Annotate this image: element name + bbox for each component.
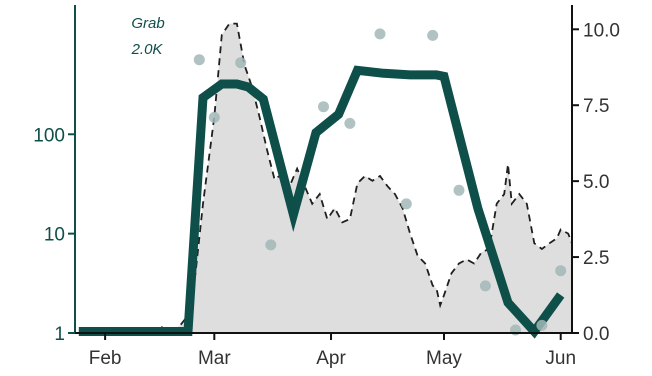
x-tick-label: Mar (198, 348, 231, 369)
scatter-point-6 (344, 117, 356, 129)
scatter-point-2 (208, 111, 220, 123)
scatter-point-13 (536, 319, 548, 331)
series-area-fill (78, 23, 573, 333)
ticks-layer: 1 10 100 0.0 2.5 5.0 7.5 10.0 Feb Mar Apr May Jun (33, 20, 620, 369)
scatter-point-9 (427, 29, 439, 41)
scatter-point-5 (318, 101, 329, 113)
scatter-point-10 (453, 184, 465, 196)
right-tick-label: 5.0 (583, 172, 609, 193)
left-tick-label: 10 (44, 225, 65, 246)
left-tick-label: 100 (33, 125, 65, 146)
x-tick-label: Apr (316, 348, 346, 369)
scatter-point-1 (193, 54, 205, 66)
scatter-point-3 (235, 57, 247, 69)
left-tick-label: 1 (54, 324, 65, 345)
scatter-point-7 (374, 28, 386, 40)
line-layer (78, 65, 565, 339)
scatter-point-14 (555, 265, 567, 277)
series-line (78, 65, 565, 339)
series-dashed-line (78, 22, 573, 335)
scatter-point-8 (400, 198, 412, 210)
axes-layer (74, 5, 573, 334)
points-layer (193, 28, 567, 336)
scatter-point-4 (265, 239, 277, 251)
right-tick-label: 0.0 (583, 324, 609, 345)
area-layer (78, 22, 573, 335)
x-tick-label: May (426, 348, 462, 369)
annotation-label: Grab (131, 15, 164, 32)
annotation-value: 2.0K (131, 41, 164, 58)
right-tick-label: 10.0 (583, 20, 620, 41)
scatter-point-11 (479, 280, 491, 292)
right-tick-label: 7.5 (583, 96, 609, 117)
right-tick-label: 2.5 (583, 248, 609, 269)
x-tick-label: Jun (545, 348, 576, 369)
x-tick-label: Feb (89, 348, 122, 369)
